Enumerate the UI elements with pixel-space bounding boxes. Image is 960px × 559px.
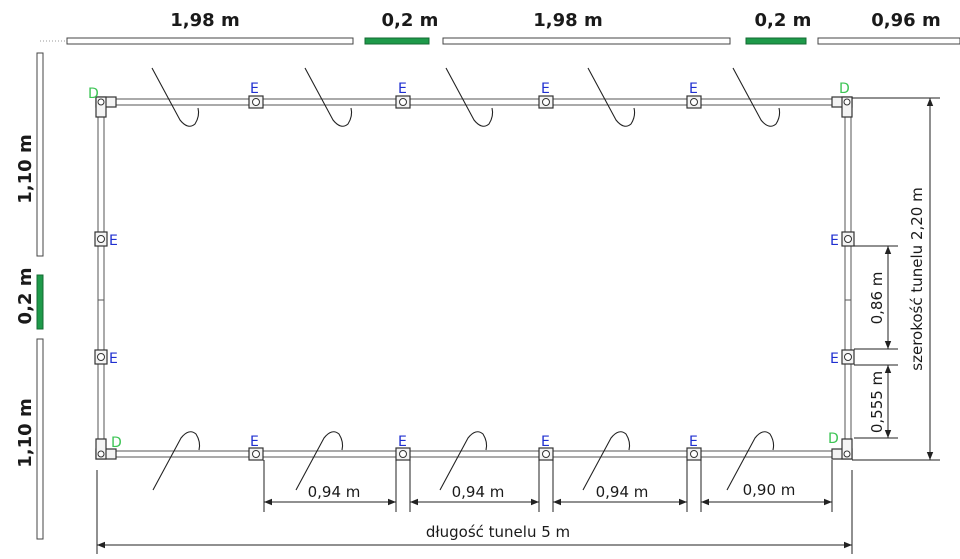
top-segment-5 <box>817 37 960 45</box>
top-segment-1 <box>66 37 354 45</box>
gap1-label: 0,94 m <box>308 483 361 501</box>
tee-fitting-left-2 <box>94 349 108 365</box>
length-dimension: długość tunelu 5 m <box>96 470 853 554</box>
corner-fitting-top-left <box>95 96 117 118</box>
tee-fitting-top-4 <box>686 95 702 109</box>
corner-label-top-right: D <box>839 81 850 97</box>
tee-label-top-1: E <box>250 81 259 97</box>
tee-label-bottom-1: E <box>250 434 259 450</box>
bottom-nozzle-5 <box>726 431 775 491</box>
top-segment-3 <box>442 37 731 45</box>
tee-fitting-bottom-2 <box>395 447 411 461</box>
left-segment-label-2: 0,2 m <box>15 268 36 325</box>
corner-label-bottom-left: D <box>111 435 122 451</box>
corner-label-bottom-right: D <box>828 431 839 447</box>
top-nozzle-5 <box>732 67 781 127</box>
top-pipe <box>101 98 849 106</box>
tee-label-left-2: E <box>109 351 118 367</box>
top-segment-4 <box>745 37 807 45</box>
left-segment-2 <box>36 274 44 330</box>
tee-fitting-right-2 <box>841 349 855 365</box>
top-nozzle-4 <box>587 67 636 127</box>
top-segment-2 <box>364 37 430 45</box>
corner-fittings: D D D D <box>88 81 853 460</box>
top-segment-label-2: 0,2 m <box>382 10 439 31</box>
bottom-nozzle-3 <box>439 431 488 491</box>
left-segment-label-1: 1,10 m <box>15 134 36 203</box>
left-pipe <box>97 102 105 456</box>
tee-fitting-right-1 <box>841 231 855 247</box>
corner-fitting-bottom-left <box>95 438 117 460</box>
corner-fitting-top-right <box>831 96 853 118</box>
right-pipe <box>844 102 852 456</box>
tee-label-bottom-3: E <box>541 434 550 450</box>
top-nozzle-3 <box>445 67 494 127</box>
tee-label-right-1: E <box>830 233 839 249</box>
bottom-nozzles <box>152 431 775 491</box>
width-dimension: szerokość tunelu 2,20 m <box>852 97 940 461</box>
tee-label-bottom-2: E <box>398 434 407 450</box>
tee-fittings: E E E E E E E E E E E E <box>94 81 855 461</box>
tee-label-top-3: E <box>541 81 550 97</box>
bottom-nozzle-4 <box>582 431 631 491</box>
corner-label-top-left: D <box>88 86 99 102</box>
bottom-pipe <box>101 450 849 458</box>
gap4-label: 0,90 m <box>743 481 796 499</box>
tee-fitting-top-1 <box>248 95 264 109</box>
gap2-label: 0,94 m <box>452 483 505 501</box>
length-label: długość tunelu 5 m <box>426 523 570 541</box>
tee-fitting-bottom-1 <box>248 447 264 461</box>
top-segment-label-3: 1,98 m <box>533 10 602 31</box>
left-segment-label-3: 1,10 m <box>15 398 36 467</box>
top-segment-label-4: 0,2 m <box>755 10 812 31</box>
tee-label-top-2: E <box>398 81 407 97</box>
tee-label-bottom-4: E <box>689 434 698 450</box>
left-segment-3 <box>36 338 44 540</box>
tee-fitting-top-3 <box>538 95 554 109</box>
right-upper-label: 0,86 m <box>868 272 886 325</box>
top-segment-bar: 1,98 m 0,2 m 1,98 m 0,2 m 0,96 m <box>40 10 960 45</box>
tee-fitting-bottom-3 <box>538 447 554 461</box>
tee-label-top-4: E <box>689 81 698 97</box>
tee-label-right-2: E <box>830 351 839 367</box>
top-segment-label-5: 0,96 m <box>871 10 940 31</box>
tee-fitting-bottom-4 <box>686 447 702 461</box>
gap3-label: 0,94 m <box>596 483 649 501</box>
width-label: szerokość tunelu 2,20 m <box>908 187 926 370</box>
pipe-frame <box>97 98 852 458</box>
top-nozzle-2 <box>304 67 353 127</box>
corner-fitting-bottom-right <box>831 438 853 460</box>
left-segment-bar: 1,10 m 0,2 m 1,10 m <box>15 52 44 540</box>
tee-label-left-1: E <box>109 233 118 249</box>
top-nozzles <box>151 67 781 127</box>
bottom-spacing-dimensions: 0,94 m 0,94 m 0,94 m 0,90 m <box>263 460 833 512</box>
bottom-nozzle-1 <box>152 431 201 491</box>
top-segment-label-1: 1,98 m <box>170 10 239 31</box>
tee-fitting-top-2 <box>395 95 411 109</box>
tee-fitting-left-1 <box>94 231 108 247</box>
right-lower-label: 0,555 m <box>868 371 886 433</box>
bottom-nozzle-2 <box>295 431 344 491</box>
left-segment-1 <box>36 52 44 257</box>
right-spacing-dimensions: 0,86 m 0,555 m <box>854 245 898 439</box>
top-nozzle-1 <box>151 67 200 127</box>
